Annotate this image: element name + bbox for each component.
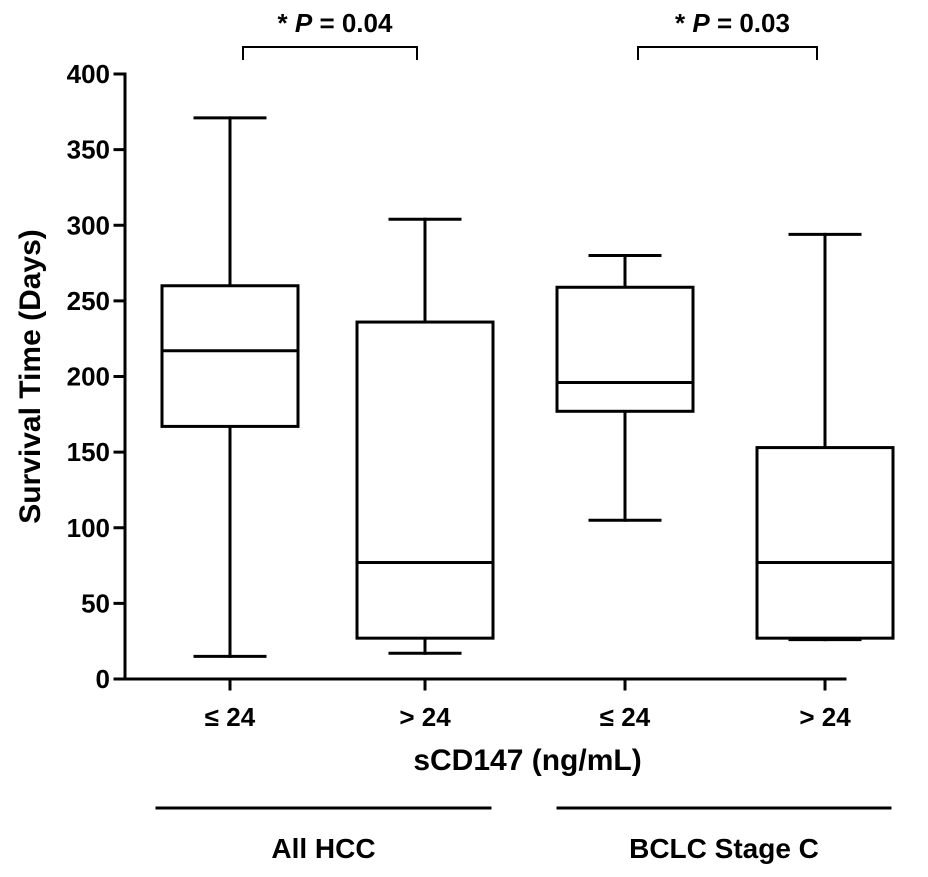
x-tick-label: > 24 (799, 702, 851, 732)
x-axis-title: sCD147 (ng/mL) (413, 744, 641, 777)
box-iqr (555, 285, 695, 413)
box-iqr (755, 446, 895, 640)
p-value-label: * P = 0.03 (675, 8, 790, 38)
p-value-label: * P = 0.04 (278, 8, 393, 38)
y-tick-label: 0 (96, 664, 110, 694)
x-tick-label: ≤ 24 (600, 702, 651, 732)
box-1 (160, 116, 300, 658)
x-tick-label: > 24 (399, 702, 451, 732)
y-tick-label: 250 (67, 286, 110, 316)
significance-bracket-2: * P = 0.03 (637, 8, 818, 60)
x-axis: ≤ 24 > 24 ≤ 24 > 24 (123, 677, 851, 732)
y-tick-label: 400 (67, 59, 110, 89)
y-axis-title: Survival Time (Days) (14, 229, 47, 524)
group-1: All HCC (155, 806, 492, 864)
box-series (160, 116, 895, 658)
box-4 (755, 232, 895, 642)
group-labels: All HCC BCLC Stage C (155, 806, 892, 864)
y-tick-label: 50 (81, 588, 110, 618)
group-label: All HCC (271, 833, 375, 864)
group-2: BCLC Stage C (556, 806, 892, 864)
y-tick-label: 200 (67, 362, 110, 392)
significance-annotations: * P = 0.04 * P = 0.03 (242, 8, 818, 60)
box-iqr (355, 320, 495, 640)
x-tick-label: ≤ 24 (205, 702, 256, 732)
group-label: BCLC Stage C (629, 833, 819, 864)
box-iqr (160, 284, 300, 428)
y-axis: 0 50 100 150 200 250 300 350 400 (67, 59, 127, 694)
y-tick-label: 100 (67, 513, 110, 543)
box-2 (355, 217, 495, 655)
y-tick-label: 350 (67, 135, 110, 165)
box-3 (555, 254, 695, 522)
y-tick-label: 150 (67, 437, 110, 467)
significance-bracket-1: * P = 0.04 (242, 8, 418, 60)
y-tick-label: 300 (67, 210, 110, 240)
